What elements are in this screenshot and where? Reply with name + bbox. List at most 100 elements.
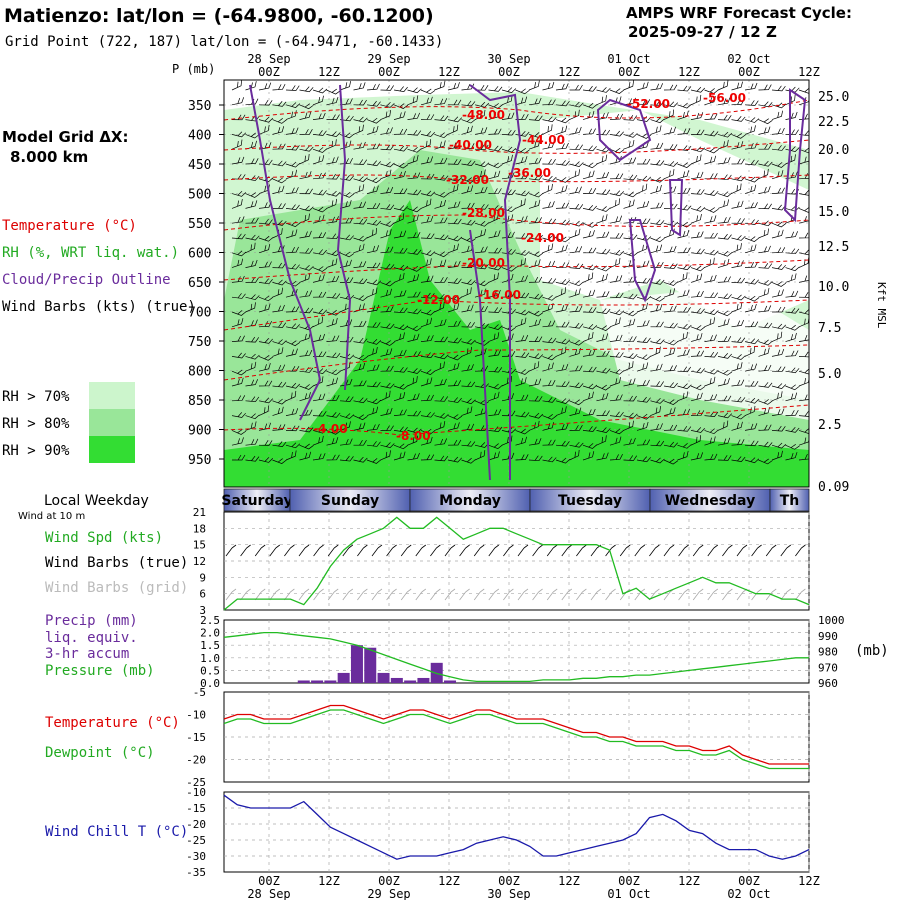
wind-barb [353, 261, 367, 268]
wind-barb [569, 84, 583, 91]
wind-barb [623, 131, 638, 138]
precip-pressure-panel: 2.52.01.51.00.50.0 1000 990 980 970 960 [200, 614, 844, 690]
temp-label-m52: -52.00 [627, 97, 670, 111]
wind-barb [744, 176, 760, 183]
wind-barb [366, 339, 382, 345]
wind-barb [393, 247, 408, 254]
surface-wind-barb [707, 544, 719, 557]
wind-barb [609, 173, 624, 180]
wind-barb [623, 139, 635, 150]
temperature-panel: -5 -10 -15 -20 -25 [186, 686, 810, 789]
grid-wind-barb [590, 588, 602, 601]
wind-barb [717, 370, 733, 376]
wind-barb [582, 383, 598, 390]
wind-barb [420, 233, 435, 239]
rh90-swatch [89, 436, 135, 463]
bottom-time-tick: 12Z [678, 874, 700, 888]
wind-barb [609, 275, 623, 283]
wind-barb [326, 88, 341, 95]
wind-barb [285, 161, 301, 168]
wind-barb [582, 85, 597, 92]
wind-barb [704, 190, 719, 196]
wind-barb [434, 361, 445, 372]
wind-barb [569, 441, 584, 448]
grid-wind-barb [473, 588, 485, 601]
wind-barb [542, 362, 554, 372]
wind-barb [515, 173, 529, 180]
wind-barb [528, 276, 543, 283]
grid-wind-barb [692, 588, 704, 601]
y-tick-label: -25 [186, 834, 206, 847]
panel-frame [223, 619, 810, 684]
top-time-tick: 00Z [258, 65, 280, 79]
wind-barb [299, 128, 313, 135]
wind-barb [690, 265, 706, 272]
wind-barb [245, 175, 260, 181]
wind-barb [555, 117, 571, 124]
wind-barb [407, 231, 421, 239]
temp-label-m4: -4.00 [313, 422, 348, 436]
wind-barb [582, 332, 594, 342]
wind-barb [353, 243, 365, 254]
wind-barb [231, 377, 244, 387]
wind-barb [407, 368, 422, 374]
wind-barb [380, 229, 392, 239]
y-tick-label: 0.5 [200, 664, 220, 677]
wind-barb [609, 249, 625, 256]
wind-barb [420, 454, 435, 461]
wind-barb [353, 176, 368, 182]
wind-barb [758, 399, 773, 405]
wind-barb [326, 258, 338, 268]
wind-barb [326, 352, 341, 359]
y-tick-label: 2.0 [200, 627, 220, 640]
grid-wind-barb [765, 588, 777, 601]
wind-barb [569, 449, 580, 461]
wind-barb [542, 183, 553, 194]
wind-barb [717, 455, 732, 461]
wind-barb [461, 279, 476, 286]
wind-barb [542, 294, 557, 301]
wind-barb [731, 294, 746, 301]
wind-barb [312, 147, 328, 153]
wind-barb [231, 131, 247, 138]
wind-barb [285, 187, 299, 194]
wind-barb [407, 435, 419, 446]
wind-barb [339, 157, 353, 165]
wind-barb [731, 260, 744, 268]
wind-barb [272, 364, 286, 372]
y-tick-label: 15 [193, 539, 206, 552]
wind-barb [690, 94, 702, 106]
top-time-tick: 00Z [498, 65, 520, 79]
pressure-tick: 700 [188, 306, 211, 321]
wind-barb [231, 216, 245, 224]
wind-barb [461, 100, 476, 107]
wind-barb [420, 428, 436, 435]
wind-barb [690, 146, 706, 153]
height-tick-labels: 25.0 22.5 20.0 17.5 15.0 12.5 10.0 7.5 5.0 2.5 0.0… [818, 90, 849, 495]
wind-barb [285, 382, 301, 389]
wind-barb [663, 322, 678, 329]
wind-barb [717, 157, 731, 165]
wind-barb [542, 260, 555, 268]
wind-barb [609, 453, 623, 461]
wind-barb [407, 146, 422, 153]
wind-barb [245, 302, 256, 313]
temperature-contours [224, 99, 809, 436]
wind-barb [596, 95, 607, 106]
weekday-cell [769, 488, 810, 512]
wind-barb [501, 95, 513, 106]
wind-barb [461, 423, 475, 431]
wind-barb [758, 245, 771, 254]
wind-barb [582, 391, 594, 402]
wind-barb [434, 438, 447, 446]
wind-barb [326, 131, 341, 138]
wind-barb [447, 184, 459, 194]
wind-barb [542, 201, 555, 209]
bottom-time-tick: 00Z [258, 874, 280, 888]
panel-frame [223, 791, 810, 873]
wind-barb [758, 287, 770, 298]
wind-barb [488, 145, 503, 152]
wind-barb [272, 398, 287, 405]
wind-barb [515, 198, 526, 209]
wind-barb [245, 192, 260, 198]
